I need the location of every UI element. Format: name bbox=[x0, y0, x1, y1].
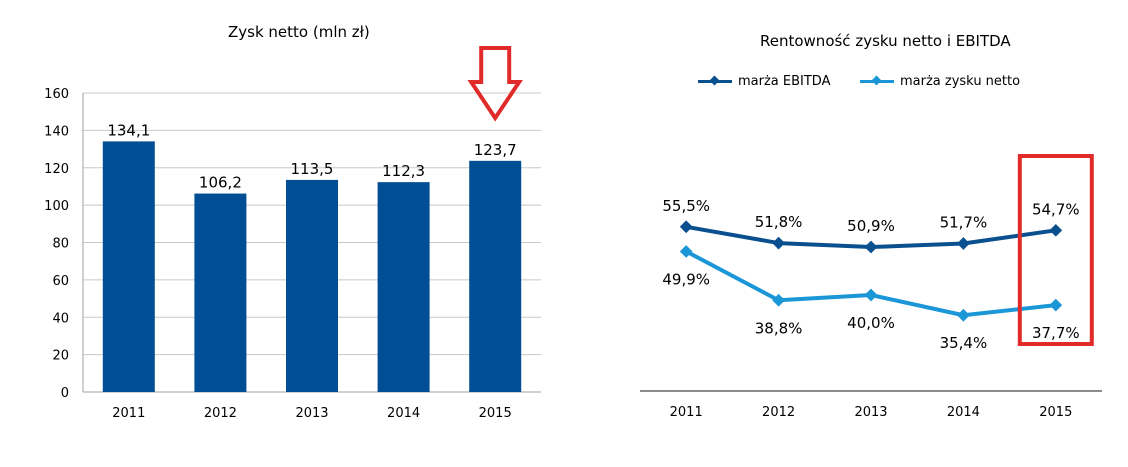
x-tick-label: 2014 bbox=[387, 406, 420, 421]
y-tick-label: 120 bbox=[44, 162, 69, 177]
data-label: 38,8% bbox=[755, 319, 803, 337]
bar bbox=[194, 193, 247, 392]
x-tick-label: 2012 bbox=[204, 406, 237, 421]
bar bbox=[102, 141, 155, 392]
data-label: 55,5% bbox=[662, 197, 710, 215]
y-tick-label: 80 bbox=[52, 237, 69, 252]
bar bbox=[469, 160, 522, 392]
y-tick-label: 0 bbox=[61, 386, 69, 401]
bar bbox=[286, 179, 338, 392]
data-label: 106,2 bbox=[199, 174, 242, 192]
y-tick-label: 160 bbox=[44, 87, 69, 102]
legend-label: marża EBITDA bbox=[738, 74, 831, 89]
x-tick-label: 2015 bbox=[479, 406, 512, 421]
x-tick-label: 2014 bbox=[947, 405, 980, 420]
profitability-plot: 55,5% 51,8% 50,9% 51,7% 54,7% 49,9% 38,8% 40,0%… bbox=[640, 154, 1102, 420]
data-point bbox=[772, 293, 785, 307]
y-tick-label: 60 bbox=[52, 274, 69, 289]
legend-item-ebitda: marża EBITDA bbox=[698, 74, 830, 89]
data-point bbox=[957, 308, 970, 322]
x-tick-label: 2013 bbox=[295, 406, 328, 421]
net-profit-plot: 0 20 40 60 80 100 120 140 160 134,1 2011 106,2 2012 1… bbox=[44, 46, 541, 421]
x-tick-label: 2015 bbox=[1039, 405, 1072, 420]
x-tick-label: 2011 bbox=[670, 405, 703, 420]
legend-label: marża zysku netto bbox=[900, 74, 1021, 89]
data-label: 112,3 bbox=[382, 162, 425, 180]
y-tick-label: 100 bbox=[44, 199, 69, 214]
data-label: 51,8% bbox=[755, 213, 803, 231]
x-tick-label: 2011 bbox=[112, 406, 145, 421]
data-point bbox=[864, 288, 878, 302]
series-line bbox=[685, 249, 1057, 318]
data-label: 123,7 bbox=[474, 141, 517, 159]
highlight-arrow-icon bbox=[467, 46, 523, 122]
y-tick-label: 140 bbox=[44, 124, 69, 139]
data-label: 54,7% bbox=[1032, 200, 1080, 218]
data-label: 113,5 bbox=[291, 160, 334, 178]
net-profit-chart: Zysk netto (mln zł) 0 20 40 60 80 100 120 140 16… bbox=[0, 0, 560, 467]
x-tick-label: 2013 bbox=[854, 405, 887, 420]
legend-swatch bbox=[860, 75, 894, 86]
data-point bbox=[1049, 298, 1063, 312]
data-point bbox=[772, 236, 785, 250]
data-label: 134,1 bbox=[107, 121, 150, 139]
chart-title: Rentowność zysku netto i EBITDA bbox=[760, 32, 1011, 50]
data-label: 50,9% bbox=[847, 217, 895, 235]
y-tick-label: 20 bbox=[52, 349, 69, 364]
profitability-chart: Rentowność zysku netto i EBITDA marża EB… bbox=[560, 0, 1128, 467]
highlight-box bbox=[1017, 154, 1094, 346]
legend-swatch bbox=[698, 75, 732, 86]
bar bbox=[377, 182, 430, 392]
y-tick-label: 40 bbox=[52, 311, 69, 326]
legend-item-net-margin: marża zysku netto bbox=[860, 74, 1020, 89]
x-tick-label: 2012 bbox=[762, 405, 795, 420]
data-point bbox=[1049, 223, 1063, 237]
data-label: 51,7% bbox=[940, 214, 988, 232]
data-label: 37,7% bbox=[1032, 324, 1080, 342]
data-point bbox=[679, 220, 693, 234]
data-point bbox=[957, 237, 970, 250]
data-point bbox=[864, 240, 878, 254]
data-label: 35,4% bbox=[940, 334, 988, 352]
data-label: 49,9% bbox=[662, 270, 710, 288]
chart-title: Zysk netto (mln zł) bbox=[228, 23, 370, 41]
data-label: 40,0% bbox=[847, 314, 895, 332]
